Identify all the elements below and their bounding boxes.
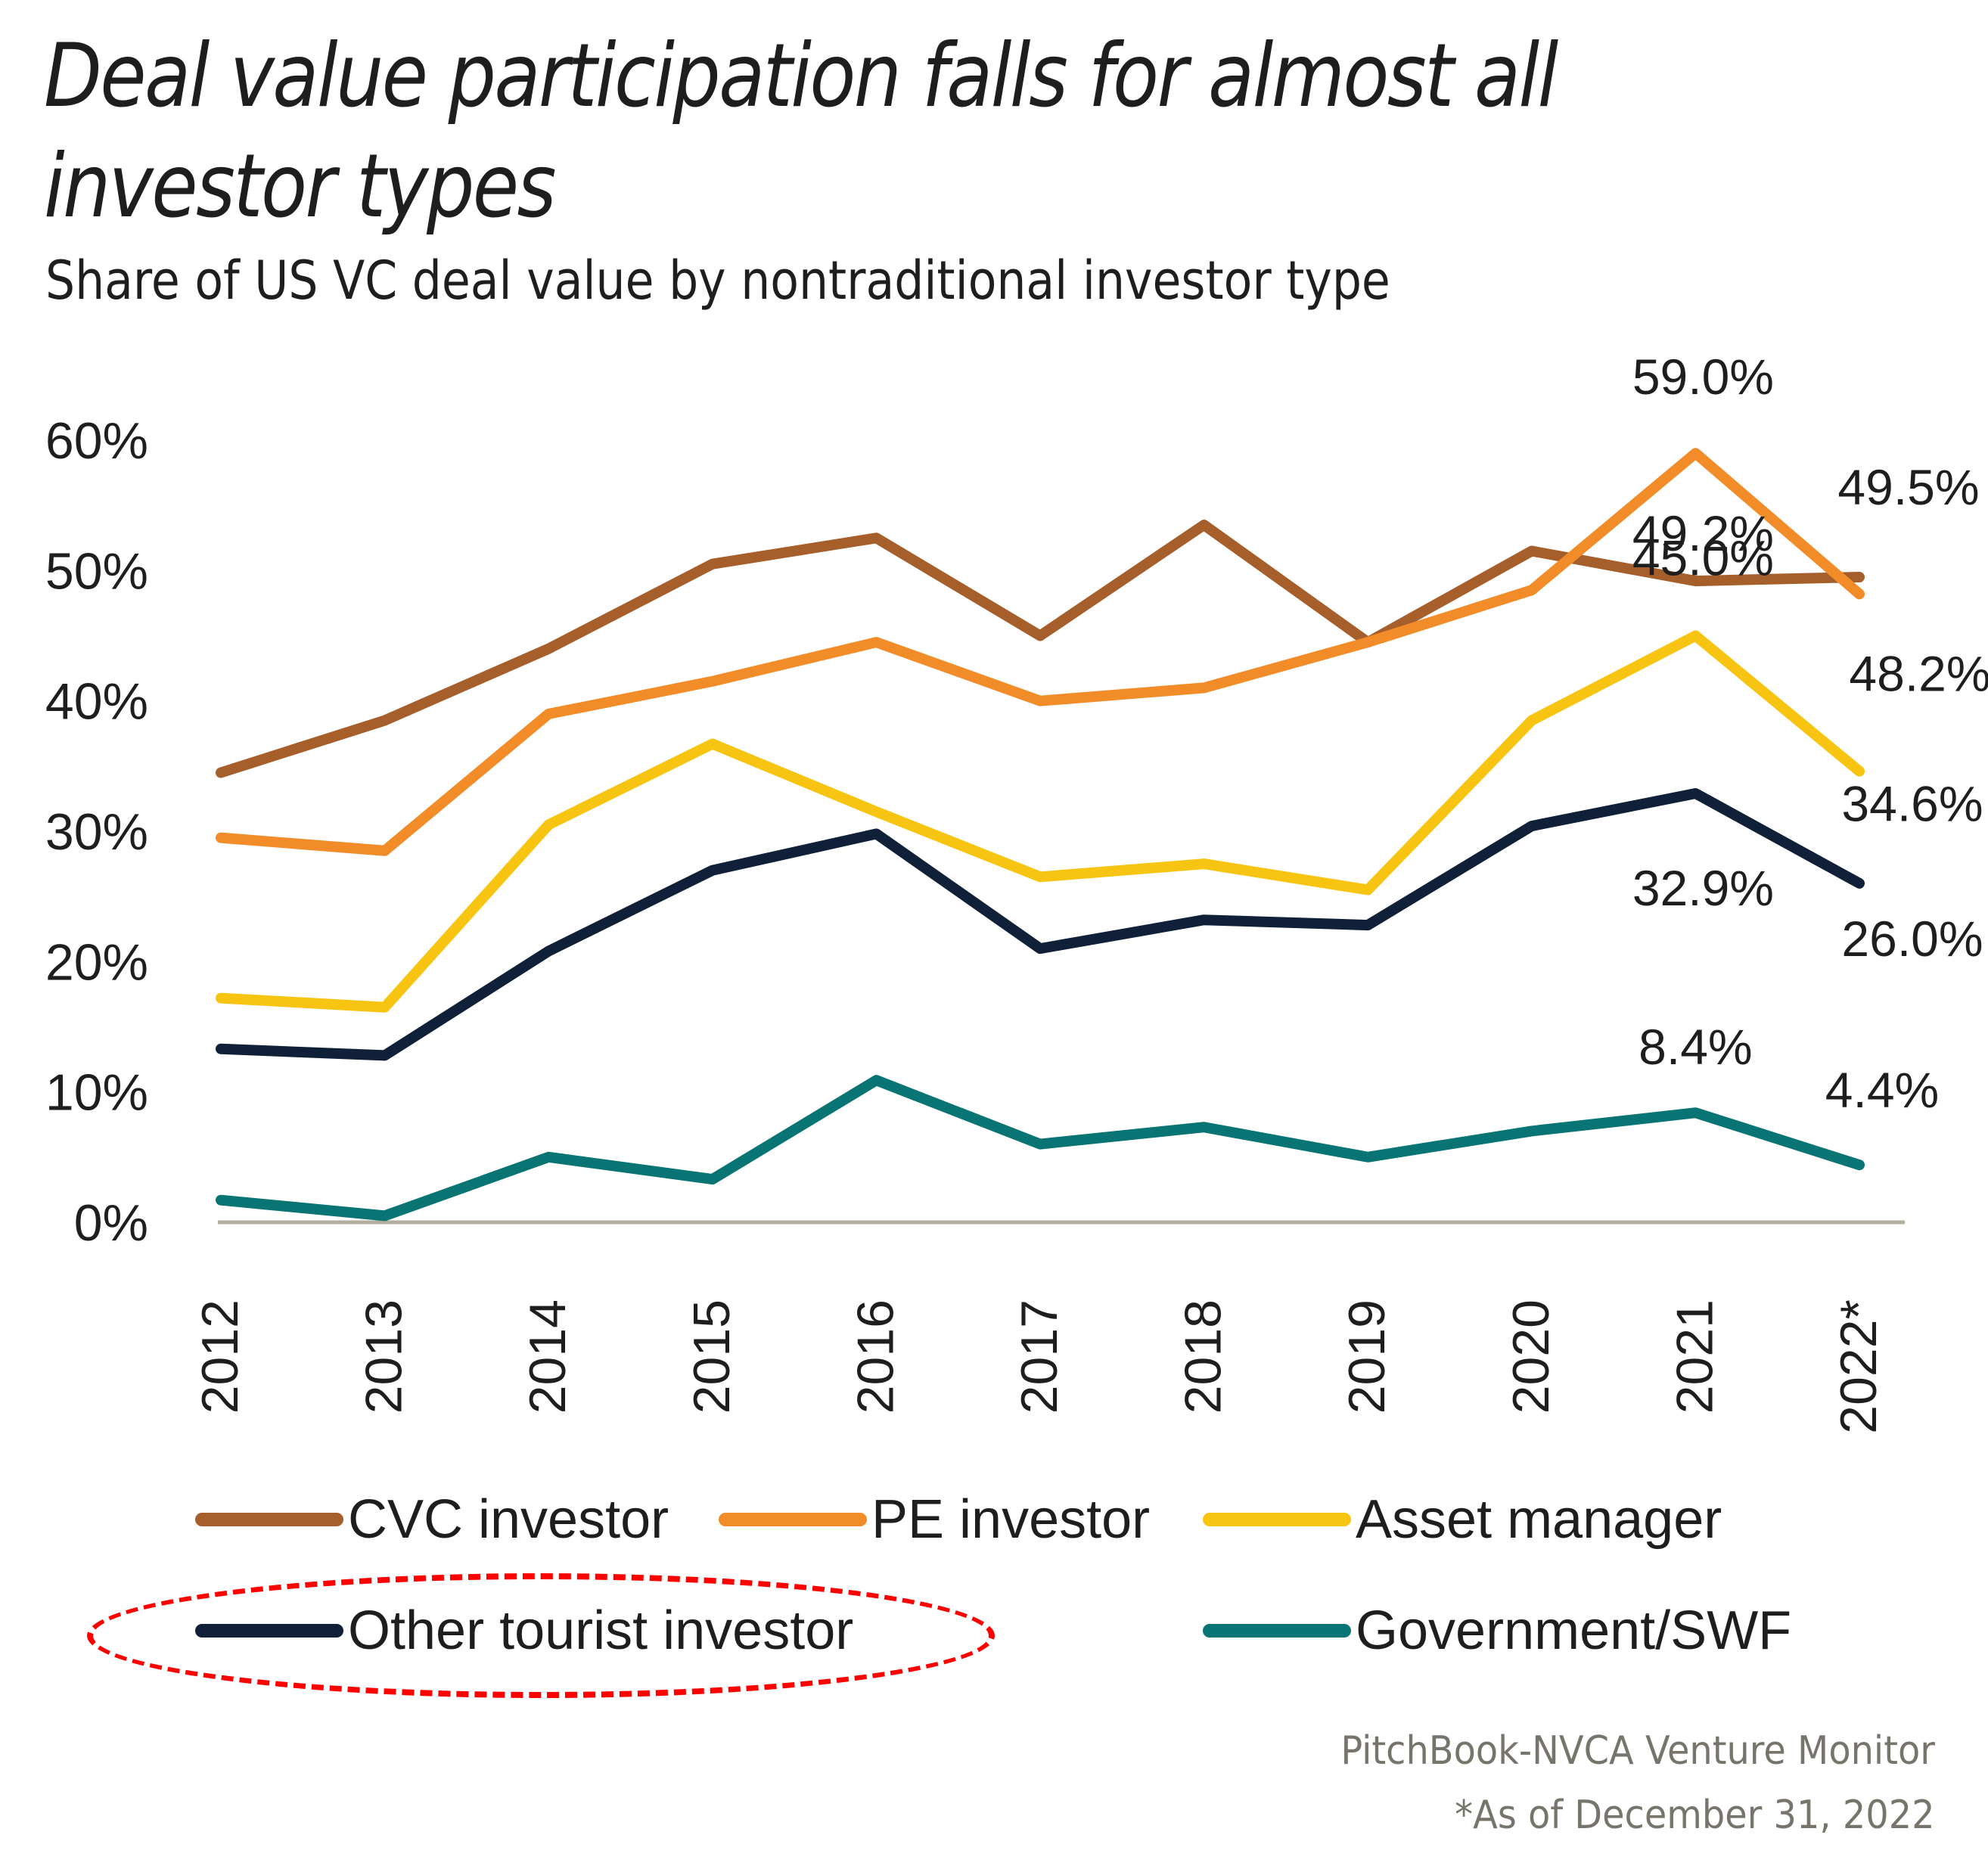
x-tick-label: 2017 xyxy=(1011,1299,1068,1414)
legend-item-cvc-investor[interactable]: CVC investor xyxy=(195,1489,669,1551)
x-tick-label: 2020 xyxy=(1502,1299,1560,1414)
data-label: 34.6% xyxy=(1841,776,1983,832)
legend-swatch-pe xyxy=(719,1513,867,1526)
data-label: 59.0% xyxy=(1632,349,1774,405)
y-tick-label: 20% xyxy=(45,933,148,991)
series-line-government-swf xyxy=(216,1075,1865,1222)
y-tick-label: 60% xyxy=(45,412,148,470)
data-label: 49.2% xyxy=(1632,505,1774,561)
data-label: 45.0% xyxy=(1632,530,1774,586)
x-axis-ticks: 2012 2013 2014 2015 2016 2017 2018 2019 2020 2021… xyxy=(191,1299,1887,1434)
data-label: 8.4% xyxy=(1639,1019,1752,1075)
highlight-ellipse xyxy=(87,1573,995,1698)
x-tick-label: 2019 xyxy=(1338,1299,1396,1414)
legend-label: CVC investor xyxy=(348,1489,669,1550)
source-text: PitchBook-NVCA Venture Monitor xyxy=(1340,1728,1935,1774)
data-labels: 59.0% 49.2%45.0% 32.9% 8.4% 49.5% 48.2% 34.6% 2… xyxy=(1632,349,1988,1118)
x-tick-label: 2012 xyxy=(191,1299,249,1414)
series-lines xyxy=(216,448,1865,1222)
legend-swatch-government-swf xyxy=(1203,1624,1351,1638)
legend-item-asset-manager[interactable]: Asset manager xyxy=(1203,1489,1722,1551)
legend-swatch-cvc xyxy=(195,1513,343,1526)
series-line-pe-investor xyxy=(216,448,1865,856)
y-tick-label: 10% xyxy=(45,1064,148,1122)
series-line-cvc-investor xyxy=(216,520,1865,778)
line-chart: 0%10%20%30%40%50%60% 2012 2013 2014 2015 201… xyxy=(45,349,1988,1434)
y-tick-label: 40% xyxy=(45,673,148,731)
data-label: 32.9% xyxy=(1632,860,1774,916)
x-tick-label: 2014 xyxy=(519,1299,576,1414)
x-tick-label: 2015 xyxy=(683,1299,741,1414)
footnote-text: *As of December 31, 2022 xyxy=(1455,1793,1935,1838)
y-tick-label: 30% xyxy=(45,803,148,861)
y-tick-label: 50% xyxy=(45,542,148,600)
data-label: 48.2% xyxy=(1849,645,1988,701)
legend-label: Asset manager xyxy=(1356,1489,1722,1550)
data-label: 49.5% xyxy=(1837,459,1979,515)
y-tick-label: 0% xyxy=(74,1194,148,1252)
legend-swatch-asset-manager xyxy=(1203,1513,1351,1526)
x-tick-label: 2016 xyxy=(846,1299,904,1414)
legend-item-pe-investor[interactable]: PE investor xyxy=(719,1489,1150,1551)
x-tick-label: 2022* xyxy=(1830,1299,1887,1434)
y-axis-ticks: 0% 10% 20% 30% 40% 50% 60% xyxy=(45,412,148,1252)
series-line-other-tourist-investor xyxy=(216,788,1865,1061)
legend-label: Government/SWF xyxy=(1356,1600,1792,1661)
chart-title: Deal value participation falls for almos… xyxy=(44,25,1558,237)
data-label: 26.0% xyxy=(1841,911,1983,967)
chart-subtitle: Share of US VC deal value by nontraditio… xyxy=(45,250,1390,312)
series-line-asset-manager xyxy=(216,630,1865,1013)
data-label: 4.4% xyxy=(1825,1062,1939,1118)
legend-label: PE investor xyxy=(871,1489,1151,1550)
legend-item-government-swf[interactable]: Government/SWF xyxy=(1203,1600,1791,1662)
x-tick-label: 2013 xyxy=(356,1299,413,1414)
x-tick-label: 2021 xyxy=(1666,1299,1723,1414)
x-tick-label: 2018 xyxy=(1175,1299,1232,1414)
